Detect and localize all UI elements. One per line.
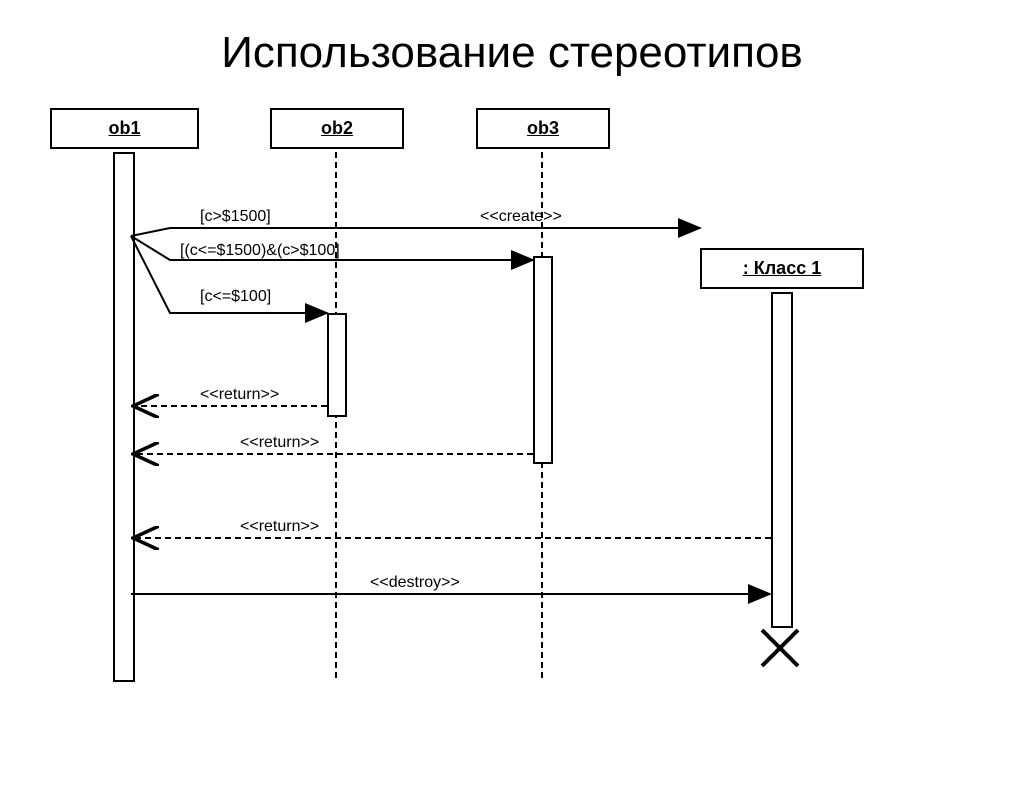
participant-ob1: ob1 — [50, 108, 199, 149]
destroy-cross-icon — [762, 630, 798, 666]
activation-ob3 — [533, 256, 553, 464]
message-destroy: <<destroy>> — [370, 574, 460, 592]
message-return-1: <<return>> — [200, 386, 279, 404]
message-return-3: <<return>> — [240, 518, 319, 536]
participant-ob2: ob2 — [270, 108, 404, 149]
participant-klass1: : Класс 1 — [700, 248, 864, 289]
participant-label: ob1 — [108, 118, 140, 138]
activation-klass1 — [771, 292, 793, 628]
message-create: <<create>> — [480, 208, 562, 226]
participant-label: : Класс 1 — [743, 258, 821, 278]
activation-ob1 — [113, 152, 135, 682]
activation-ob2 — [327, 313, 347, 417]
page-title: Использование стереотипов — [0, 28, 1024, 78]
message-guard-2: [(c<=$1500)&(c>$100] — [180, 242, 340, 260]
participant-label: ob3 — [527, 118, 559, 138]
message-return-2: <<return>> — [240, 434, 319, 452]
participant-ob3: ob3 — [476, 108, 610, 149]
arrows-layer — [0, 88, 1024, 748]
sequence-diagram: ob1 ob2 ob3 : Класс 1 [c>$1500] <<create… — [0, 88, 1024, 748]
message-guard-1: [c>$1500] — [200, 208, 271, 226]
participant-label: ob2 — [321, 118, 353, 138]
message-guard-3: [c<=$100] — [200, 288, 271, 306]
